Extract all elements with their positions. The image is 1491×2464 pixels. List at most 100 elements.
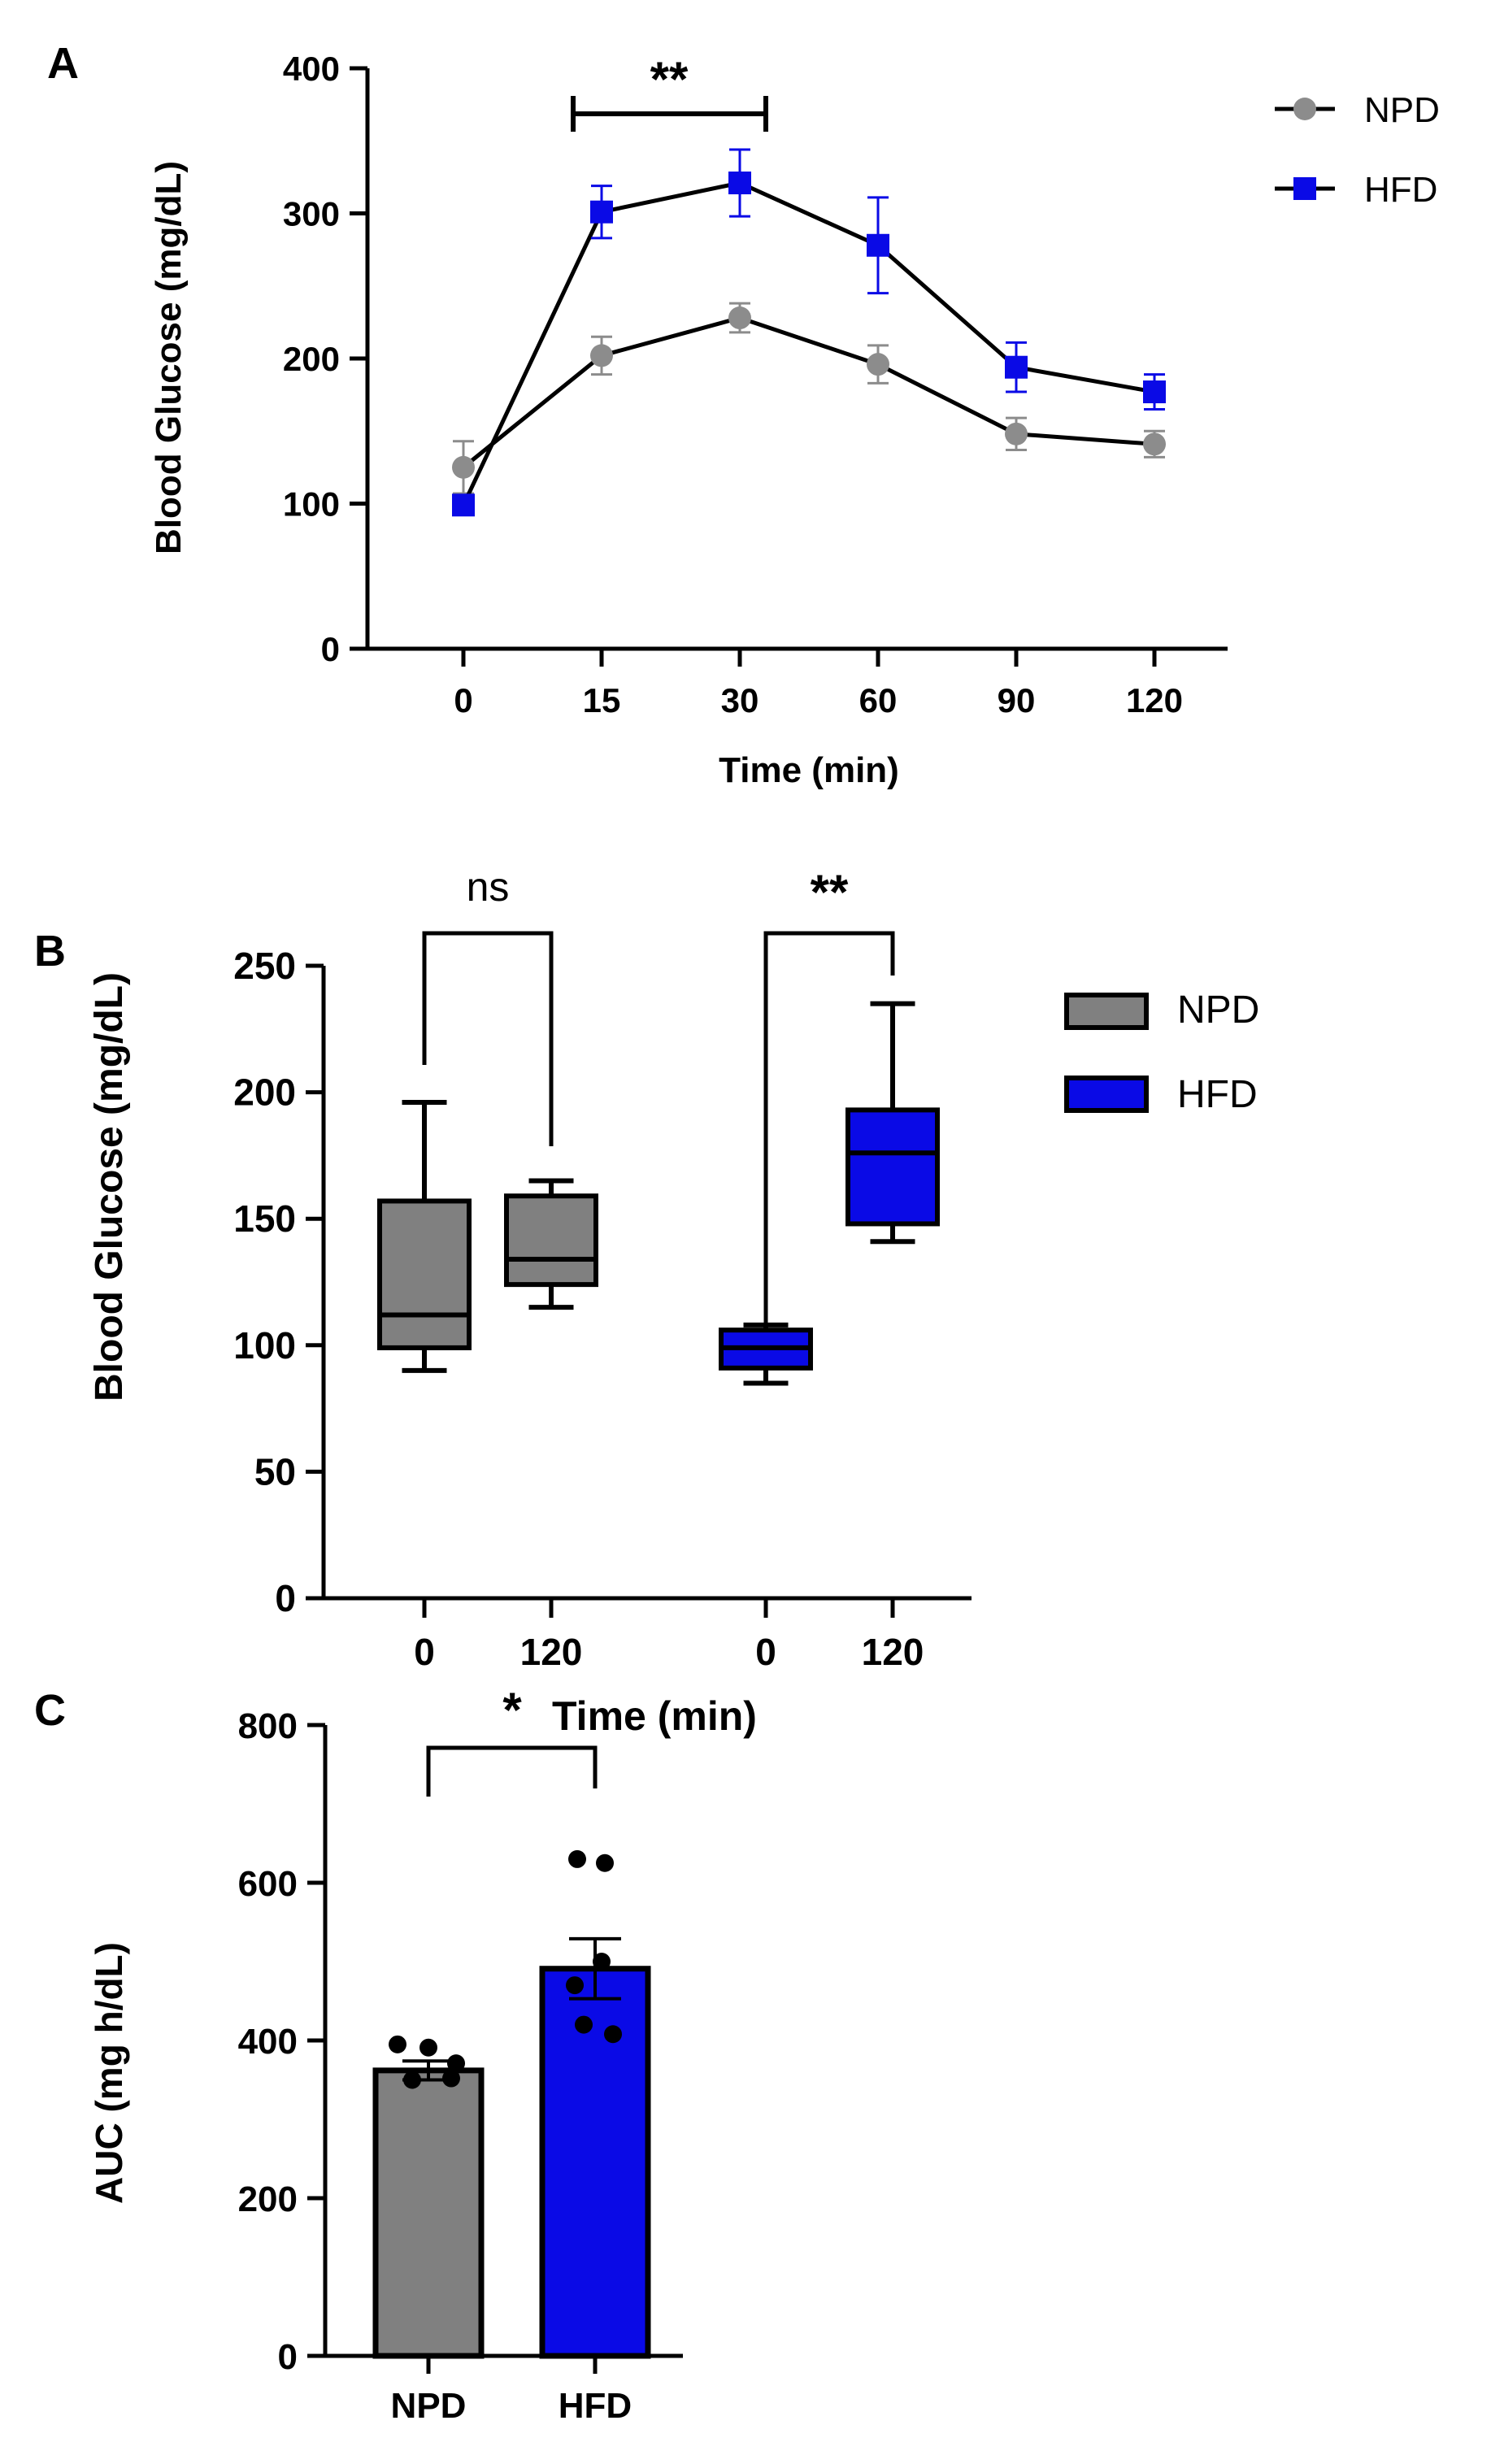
panel-a-x-tick-label: 30 [721,681,759,719]
panel-a-x-tick-label: 15 [583,681,621,719]
legend-npd-swatch [1064,993,1149,1030]
panel-b-x-tick-label: 120 [862,1631,924,1673]
panel-b-ns-label: ns [467,864,510,910]
data-point [1143,380,1166,404]
data-point [442,2069,460,2088]
data-point [728,306,751,330]
panel-b-y-tick-label: 50 [254,1450,296,1493]
data-point [575,2015,593,2034]
panel-c-y-axis-label: AUC (mg h/dL) [88,1942,130,2204]
panel-b-y-tick-label: 200 [233,1071,296,1114]
panel-c-y-tick-label: 0 [278,2337,298,2377]
panel-b: B Blood Glucose (mg/dL) Time (min) 0 50 10… [34,864,1259,1739]
series-hfd [452,148,1166,517]
panel-c-bars [372,1849,651,2359]
panel-a-series [452,148,1166,517]
panel-b-significance-bracket [422,931,554,1146]
panel-c-y-tick-label: 800 [238,1706,298,1746]
box-iqr [845,1107,940,1227]
bar-hfd [539,1849,651,2359]
panel-b-significance-bracket [763,931,895,1337]
panel-a-x-tick-label: 120 [1126,681,1183,719]
data-point [568,1849,586,1868]
panel-b-axes: 0 50 100 150 200 250 0 120 0 120 [233,945,972,1673]
panel-b-x-tick-label: 0 [755,1631,776,1673]
bar [539,1966,651,2359]
legend-npd-label: NPD [1364,90,1440,130]
data-point [452,493,475,517]
panel-a-y-tick-label: 200 [283,340,340,378]
panel-a-significance: ** [571,52,768,132]
series-npd [452,302,1166,495]
data-point [728,172,751,195]
panel-b-y-tick-label: 150 [233,1197,296,1240]
box-hfd-120 [845,1001,940,1245]
data-point [1005,422,1028,445]
panel-b-y-tick-label: 100 [233,1324,296,1367]
panel-c-significance: * [426,1683,598,1797]
data-point [590,344,613,367]
panel-a-letter: A [47,39,79,88]
data-point [403,2071,421,2089]
panel-a-x-tick-label: 0 [454,681,472,719]
series-npd-line [462,315,1155,469]
panel-a-x-tick-label: 60 [859,681,898,719]
box-iqr [504,1193,598,1288]
panel-a-axes: 0 100 200 300 400 0 15 30 60 90 120 [283,50,1228,719]
panel-c-significance-label: * [502,1683,522,1737]
panel-a-legend: NPD HFD [1275,90,1440,210]
panel-c-x-tick-label: NPD [391,2386,467,2426]
bar [372,2067,485,2359]
data-point [596,1853,614,1872]
data-point [389,2035,406,2053]
legend-hfd-marker [1293,177,1316,200]
panel-b-y-axis-label: Blood Glucose (mg/dL) [88,972,131,1401]
panel-a-y-tick-label: 100 [283,485,340,524]
panel-b-significance-label: ** [811,865,849,919]
panel-c: C AUC (mg h/dL) 0 200 400 600 800 NPD HFD * [34,1683,683,2426]
panel-b-legend: NPD HFD [1064,989,1259,1116]
panel-b-y-tick-label: 250 [233,945,296,987]
panel-a: A Blood Glucose (mg/dL) Time (min) 0 100 2… [47,39,1440,790]
data-point [593,1953,611,1971]
panel-a-y-tick-label: 0 [321,630,340,668]
box-npd-120 [504,1178,598,1310]
data-point [1005,355,1028,379]
data-point [604,2025,622,2044]
panel-c-y-tick-label: 400 [238,2022,298,2062]
panel-c-x-tick-label: HFD [559,2386,632,2426]
panel-a-y-axis-label: Blood Glucose (mg/dL) [149,161,189,554]
panel-a-x-tick-label: 90 [998,681,1036,719]
data-point [1143,432,1166,456]
panel-a-y-tick-label: 300 [283,195,340,233]
panel-c-significance-bracket [426,1745,598,1797]
box-iqr [377,1198,472,1350]
panel-b-x-tick-label: 120 [520,1631,583,1673]
bar-npd [372,2035,485,2359]
panel-b-boxes [377,1001,940,1386]
panel-b-significance: ns ** [422,864,895,1337]
box-npd-0 [377,1100,472,1373]
data-point [867,353,889,376]
legend-hfd-label: HFD [1177,1073,1258,1116]
panel-b-y-tick-label: 0 [275,1577,296,1619]
panel-a-y-tick-label: 400 [283,50,340,88]
data-point [452,455,475,479]
panel-c-axes: 0 200 400 600 800 NPD HFD [238,1706,683,2426]
legend-hfd-swatch [1064,1076,1149,1113]
legend-hfd-label: HFD [1364,170,1437,210]
data-point [447,2054,465,2073]
box-hfd-0 [719,1322,813,1386]
data-point [419,2038,437,2057]
data-point [867,233,889,257]
data-point [566,1976,584,1995]
panel-c-letter: C [34,1686,66,1735]
legend-npd-marker [1293,98,1316,120]
series-hfd-line [461,180,1155,506]
panel-c-y-tick-label: 200 [238,2179,298,2219]
legend-npd-label: NPD [1177,989,1259,1032]
panel-a-x-axis-label: Time (min) [719,750,899,790]
panel-b-x-tick-label: 0 [414,1631,435,1673]
panel-b-x-axis-label: Time (min) [552,1693,757,1739]
